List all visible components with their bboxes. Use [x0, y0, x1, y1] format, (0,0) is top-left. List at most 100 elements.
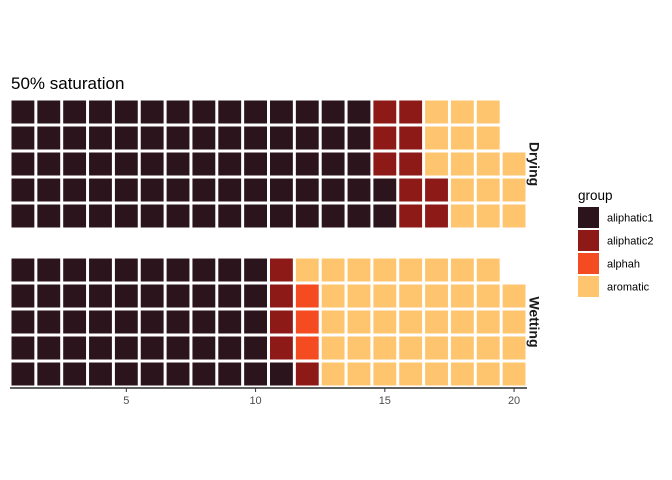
waffle-cell-aliphatic2 — [399, 152, 423, 176]
waffle-cell-aromatic — [502, 336, 526, 360]
waffle-cell-aromatic — [450, 362, 474, 386]
waffle-cell-aliphatic1 — [244, 336, 267, 360]
waffle-cell-aliphatic2 — [399, 100, 423, 124]
waffle-cell-aliphatic2 — [270, 336, 293, 360]
waffle-cell-aromatic — [347, 362, 371, 386]
waffle-cell-aromatic — [399, 362, 423, 386]
waffle-cell-aromatic — [450, 126, 474, 150]
waffle-cell-aromatic — [502, 178, 526, 202]
waffle-cell-aliphatic2 — [270, 310, 293, 334]
waffle-cell-aromatic — [425, 258, 448, 282]
waffle-cell-aliphatic1 — [37, 284, 61, 308]
waffle-cell-aromatic — [347, 310, 371, 334]
waffle-cell-aliphatic1 — [192, 152, 216, 176]
waffle-cell-aliphatic1 — [321, 204, 345, 228]
waffle-cell-aliphatic1 — [347, 100, 371, 124]
waffle-cell-aliphatic1 — [244, 310, 267, 334]
x-tick-label: 5 — [123, 395, 129, 407]
waffle-cell-aliphatic1 — [192, 178, 216, 202]
waffle-cell-aliphatic1 — [11, 336, 35, 360]
waffle-cell-aliphatic1 — [218, 126, 242, 150]
legend-title: group — [578, 188, 613, 203]
facet-label-wetting: Wetting — [526, 296, 542, 347]
waffle-cell-aromatic — [450, 204, 474, 228]
waffle-cell-aromatic — [347, 336, 371, 360]
panel-wetting: Wetting — [11, 258, 542, 386]
waffle-cell-aliphatic1 — [295, 152, 319, 176]
waffle-cell-aliphatic1 — [166, 100, 190, 124]
legend-label-alphah: alphah — [607, 259, 640, 271]
waffle-cell-aliphatic1 — [37, 310, 61, 334]
waffle-cell-aliphatic1 — [140, 310, 164, 334]
waffle-cell-aromatic — [321, 336, 345, 360]
waffle-cell-aromatic — [502, 204, 526, 228]
waffle-cell-aliphatic1 — [192, 126, 216, 150]
waffle-cell-aliphatic1 — [89, 126, 112, 150]
waffle-cell-aromatic — [476, 336, 500, 360]
waffle-cell-aromatic — [425, 336, 448, 360]
waffle-cell-aromatic — [450, 178, 474, 202]
waffle-cell-aliphatic1 — [295, 126, 319, 150]
waffle-cell-aliphatic1 — [321, 178, 345, 202]
waffle-cell-aromatic — [373, 310, 397, 334]
waffle-cell-aliphatic1 — [63, 204, 87, 228]
waffle-cell-aliphatic1 — [218, 204, 242, 228]
waffle-cell-aliphatic1 — [321, 100, 345, 124]
waffle-cell-aliphatic2 — [399, 126, 423, 150]
waffle-cell-aliphatic1 — [37, 100, 61, 124]
waffle-cell-aliphatic1 — [192, 204, 216, 228]
waffle-cell-aliphatic1 — [37, 204, 61, 228]
waffle-cell-aliphatic1 — [244, 204, 267, 228]
waffle-cell-aliphatic1 — [11, 258, 35, 282]
waffle-cell-aliphatic1 — [140, 204, 164, 228]
waffle-cell-aromatic — [476, 126, 500, 150]
waffle-cell-aliphatic2 — [399, 204, 423, 228]
waffle-cell-aromatic — [399, 336, 423, 360]
x-tick-label: 10 — [249, 395, 261, 407]
waffle-cell-aliphatic1 — [295, 204, 319, 228]
waffle-cell-aromatic — [373, 258, 397, 282]
waffle-cell-aliphatic1 — [140, 258, 164, 282]
waffle-cell-aliphatic1 — [63, 310, 87, 334]
waffle-cell-aliphatic1 — [89, 204, 112, 228]
waffle-cell-aromatic — [502, 362, 526, 386]
waffle-cell-aliphatic1 — [37, 362, 61, 386]
waffle-cell-aromatic — [347, 284, 371, 308]
waffle-cell-aliphatic1 — [11, 204, 35, 228]
waffle-cell-aromatic — [476, 152, 500, 176]
waffle-cell-aliphatic1 — [89, 336, 112, 360]
waffle-cell-aliphatic1 — [37, 126, 61, 150]
waffle-cell-aliphatic1 — [218, 178, 242, 202]
legend-key-aliphatic2 — [578, 230, 599, 251]
waffle-cell-aliphatic1 — [218, 258, 242, 282]
waffle-cell-aliphatic1 — [114, 310, 138, 334]
waffle-cell-aliphatic1 — [244, 126, 267, 150]
waffle-cell-aliphatic1 — [373, 178, 397, 202]
waffle-cell-aromatic — [450, 336, 474, 360]
waffle-cell-aliphatic1 — [166, 126, 190, 150]
waffle-cell-aliphatic1 — [89, 362, 112, 386]
waffle-cell-aliphatic1 — [140, 336, 164, 360]
waffle-cell-aliphatic1 — [114, 178, 138, 202]
waffle-cell-aromatic — [476, 362, 500, 386]
waffle-cell-aromatic — [425, 126, 448, 150]
waffle-cell-aromatic — [450, 284, 474, 308]
waffle-cell-aliphatic1 — [166, 336, 190, 360]
waffle-cell-aliphatic1 — [218, 310, 242, 334]
waffle-cell-aliphatic1 — [166, 178, 190, 202]
waffle-cell-aliphatic1 — [244, 258, 267, 282]
waffle-cell-aromatic — [373, 336, 397, 360]
waffle-cell-aromatic — [425, 310, 448, 334]
waffle-cell-aromatic — [476, 100, 500, 124]
waffle-cell-aliphatic1 — [140, 152, 164, 176]
waffle-cell-aliphatic1 — [89, 152, 112, 176]
waffle-cell-aliphatic1 — [11, 178, 35, 202]
waffle-cell-aliphatic1 — [270, 204, 293, 228]
legend-label-aliphatic2: aliphatic2 — [607, 236, 653, 248]
x-tick-label: 15 — [379, 395, 391, 407]
waffle-cell-aliphatic2 — [295, 362, 319, 386]
waffle-cell-aliphatic1 — [218, 152, 242, 176]
waffle-cell-aromatic — [295, 258, 319, 282]
waffle-cell-aromatic — [476, 258, 500, 282]
